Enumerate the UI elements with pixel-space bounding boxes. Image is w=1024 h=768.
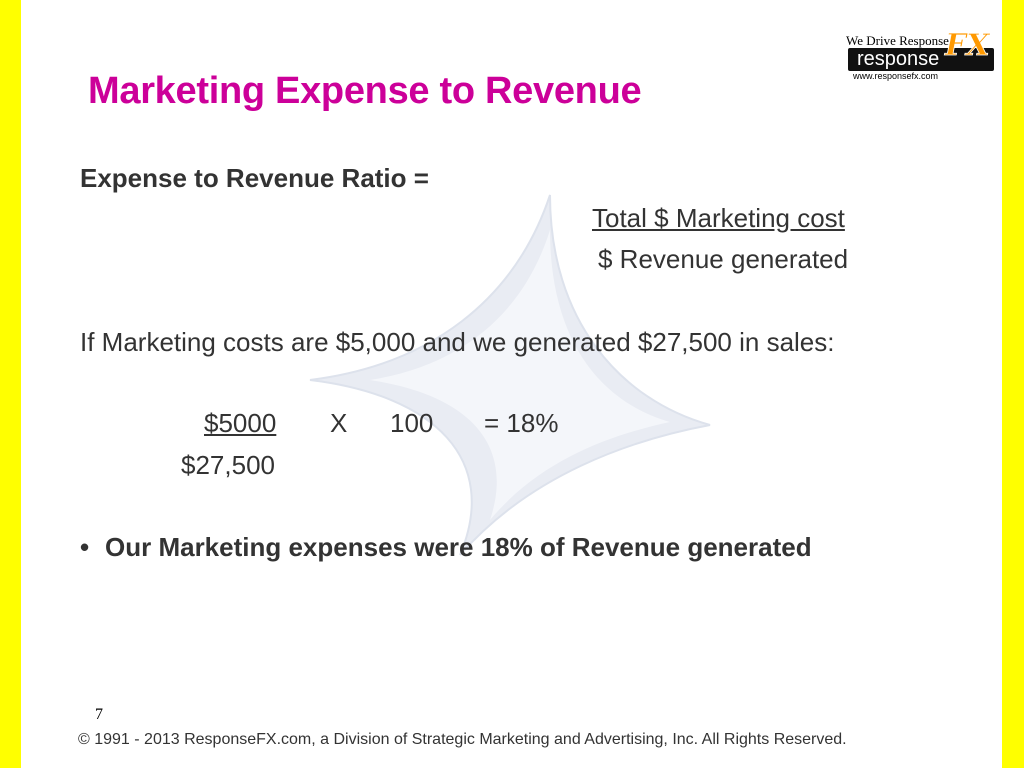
formula-numerator: Total $ Marketing cost bbox=[592, 203, 845, 233]
formula-denominator: $ Revenue generated bbox=[598, 244, 849, 274]
calc-numerator: $5000 bbox=[204, 408, 277, 438]
logo-wordmark: response bbox=[857, 48, 940, 70]
responsefx-logo: We Drive Response! response FX www.respo… bbox=[843, 28, 999, 83]
calc-multiplier: 100 bbox=[390, 408, 434, 438]
calc-operator: X bbox=[330, 408, 348, 438]
bullet-text: Our Marketing expenses were 18% of Reven… bbox=[105, 532, 812, 562]
formula-heading: Expense to Revenue Ratio = bbox=[80, 163, 429, 193]
slide-title: Marketing Expense to Revenue bbox=[88, 70, 642, 112]
bullet-marker: • bbox=[80, 532, 90, 562]
logo-url: www.responsefx.com bbox=[853, 71, 939, 81]
svg-text:FX: FX bbox=[944, 28, 991, 63]
left-yellow-bar bbox=[0, 0, 21, 768]
calc-denominator: $27,500 bbox=[181, 450, 275, 480]
right-yellow-bar bbox=[1002, 0, 1024, 768]
example-sentence: If Marketing costs are $5,000 and we gen… bbox=[80, 327, 835, 357]
copyright-footer: © 1991 - 2013 ResponseFX.com, a Division… bbox=[78, 731, 847, 748]
logo-fx-mark-icon: FX bbox=[944, 28, 992, 63]
page-number: 7 bbox=[95, 706, 103, 723]
logo-wordmark-box: response bbox=[848, 48, 994, 71]
star-watermark-icon bbox=[309, 194, 711, 556]
logo-tagline: We Drive Response! bbox=[846, 33, 954, 48]
calc-result: = 18% bbox=[484, 408, 559, 438]
